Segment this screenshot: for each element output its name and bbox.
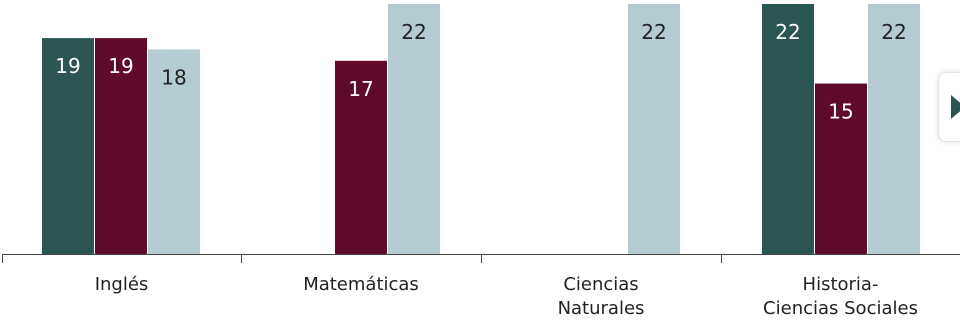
- data-label: 19: [55, 54, 80, 78]
- bar: [868, 4, 920, 254]
- category-label: Matemáticas: [303, 274, 419, 295]
- category-label: Ciencias Sociales: [763, 298, 918, 319]
- bar: [95, 38, 147, 254]
- bar: [815, 83, 867, 254]
- play-triangle-icon: [951, 95, 960, 119]
- bar: [42, 38, 94, 254]
- data-label: 19: [108, 54, 133, 78]
- category-label: Naturales: [558, 298, 645, 319]
- bar: [388, 4, 440, 254]
- data-label: 17: [348, 77, 373, 101]
- data-label: 22: [641, 20, 666, 44]
- data-label: 22: [775, 20, 800, 44]
- bar: [628, 4, 680, 254]
- next-chart-button[interactable]: [938, 72, 960, 142]
- bar: [762, 4, 814, 254]
- data-label: 22: [881, 20, 906, 44]
- category-label: Inglés: [95, 274, 149, 295]
- data-label: 15: [828, 100, 853, 124]
- data-label: 18: [161, 65, 186, 89]
- category-label: Historia-: [803, 274, 879, 295]
- category-label: Ciencias: [563, 274, 638, 295]
- bar: [335, 60, 387, 255]
- bar: [148, 49, 200, 254]
- data-label: 22: [401, 20, 426, 44]
